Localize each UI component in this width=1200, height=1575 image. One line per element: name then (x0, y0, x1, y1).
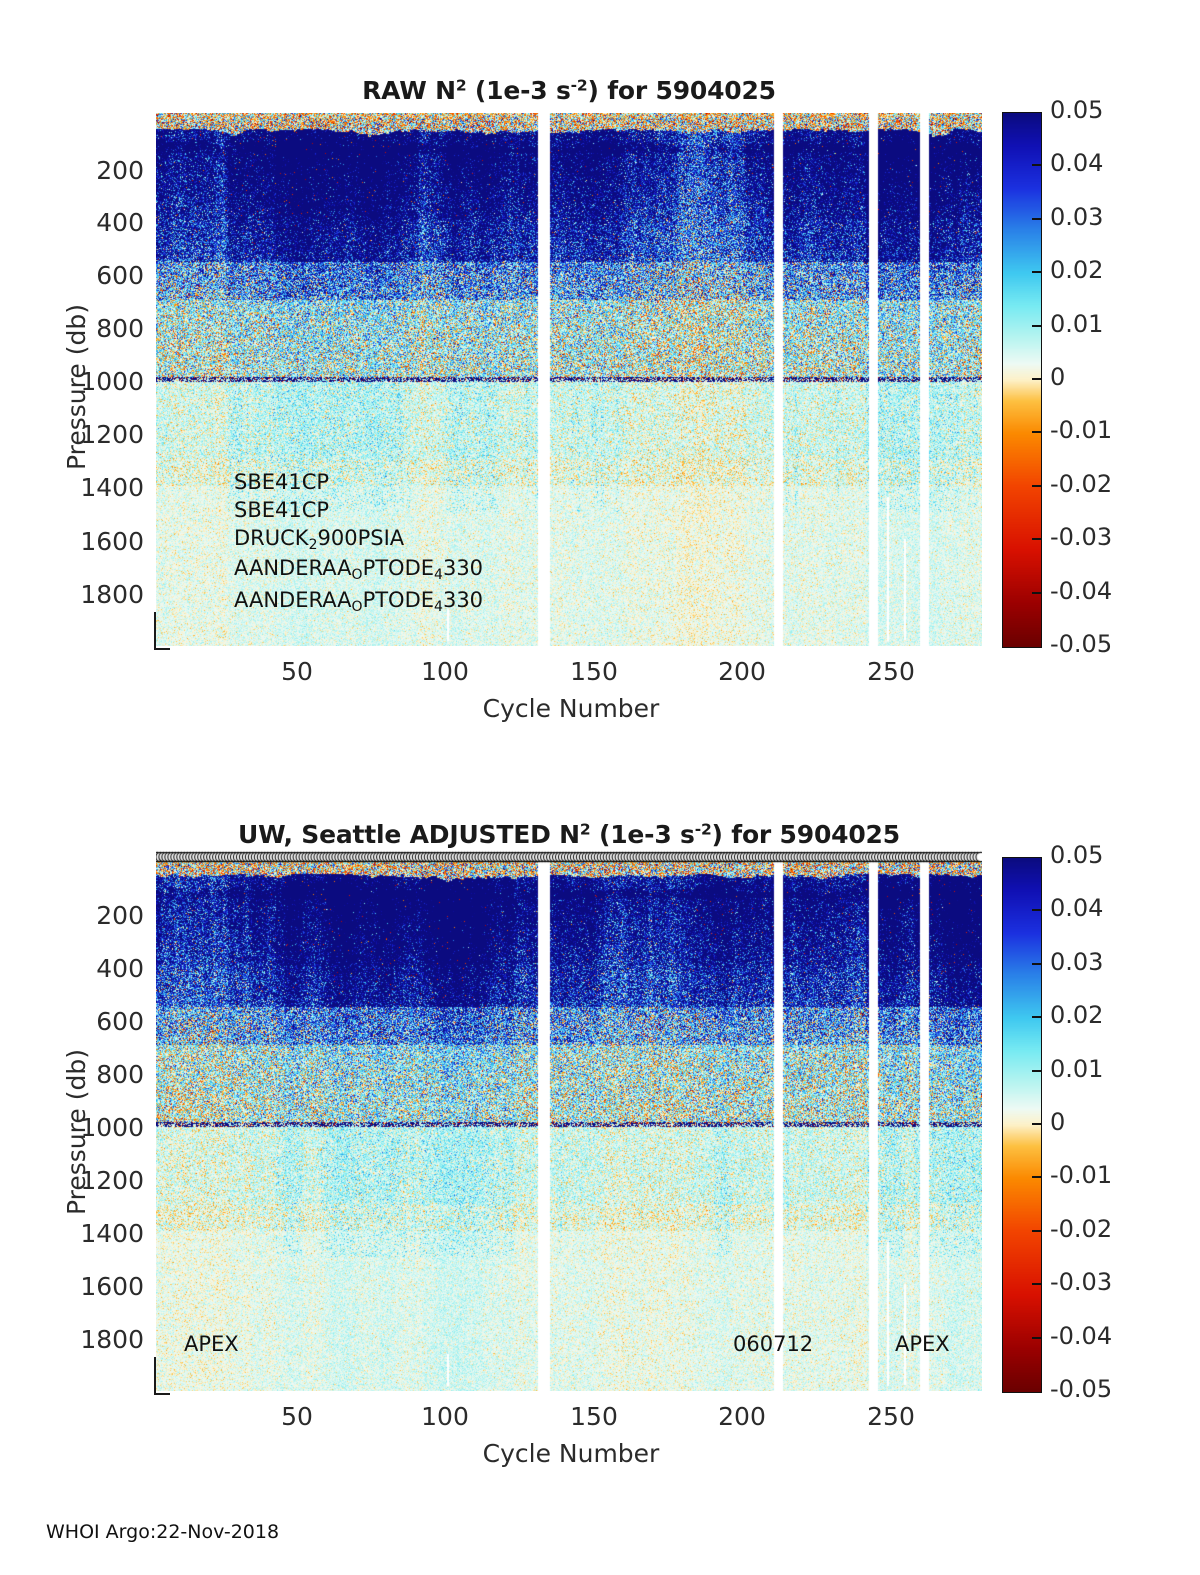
ytick-raw-600: 600 (96, 261, 144, 290)
ytick-raw-1600: 1600 (80, 527, 144, 556)
panel-raw: RAW N2 (1e-3 s-2) for 5904025 Pressure (… (0, 0, 1200, 760)
colorbar-tick (1032, 1336, 1042, 1339)
ytick-raw-200: 200 (96, 156, 144, 185)
xtick-adj-200: 200 (718, 1402, 766, 1431)
ytick-raw-1800: 1800 (80, 580, 144, 609)
colorbar-tick-label: -0.01 (1050, 1161, 1113, 1190)
colorbar-tick-label: 0.02 (1050, 256, 1104, 285)
annotation-float-type-right: APEX (895, 1332, 950, 1356)
annotation-sensor-oxy-1: AANDERAAOPTODE4330 (234, 556, 484, 583)
colorbar-tick (1032, 1016, 1042, 1019)
heatmap-adjusted (156, 858, 982, 1391)
xtick-raw-150: 150 (570, 657, 618, 686)
xtick-raw-100: 100 (421, 657, 469, 686)
panel-raw-title: RAW N2 (1e-3 s-2) for 5904025 (362, 76, 776, 105)
ytick-adj-800: 800 (96, 1060, 144, 1089)
panel-adjusted: UW, Seattle ADJUSTED N2 (1e-3 s-2) for 5… (0, 760, 1200, 1520)
colorbar-tick-label: -0.05 (1050, 1375, 1113, 1403)
annotation-sensor-oxy-2: AANDERAAOPTODE4330 (234, 588, 484, 615)
ytick-adj-1000: 1000 (80, 1113, 144, 1142)
colorbar-tick (1032, 164, 1042, 167)
annotation-sensor-ctd-2: SBE41CP (234, 498, 330, 522)
colorbar-tick-label: -0.05 (1050, 630, 1113, 658)
ytick-raw-400: 400 (96, 208, 144, 237)
colorbar-tick (1032, 324, 1042, 327)
colorbar-tick (1032, 271, 1042, 274)
colorbar-tick-label: -0.03 (1050, 523, 1113, 552)
axis-bracket-adjusted (154, 1357, 170, 1395)
colorbar-tick-label: 0 (1050, 1108, 1066, 1136)
colorbar-tick (1032, 1283, 1042, 1286)
heatmap-raw (156, 113, 982, 646)
xtick-adj-250: 250 (867, 1402, 915, 1431)
xtick-adj-100: 100 (421, 1402, 469, 1431)
ytick-adj-1800: 1800 (80, 1325, 144, 1354)
axis-bracket-raw (154, 612, 170, 650)
colorbar-tick (1032, 1069, 1042, 1072)
ytick-adj-1600: 1600 (80, 1272, 144, 1301)
colorbar-tick (1032, 1123, 1042, 1125)
colorbar-tick-label: 0.04 (1050, 149, 1104, 178)
ytick-raw-800: 800 (96, 314, 144, 343)
colorbar-tick (1032, 431, 1042, 434)
annotation-float-type-left: APEX (184, 1332, 239, 1356)
ytick-adj-200: 200 (96, 901, 144, 930)
x-axis-label-adjusted: Cycle Number (482, 1439, 660, 1468)
colorbar-tick-label: 0.01 (1050, 309, 1104, 338)
ytick-adj-600: 600 (96, 1007, 144, 1036)
colorbar-tick-label: 0.05 (1050, 96, 1104, 124)
colorbar-raw (1002, 112, 1042, 648)
colorbar-tick (1032, 962, 1042, 965)
annotation-sensor-ctd-1: SBE41CP (234, 470, 330, 494)
cycle-marker-row (156, 848, 982, 866)
ytick-raw-1400: 1400 (80, 473, 144, 502)
ytick-raw-1200: 1200 (80, 420, 144, 449)
colorbar-tick-label: 0 (1050, 363, 1066, 391)
colorbar-tick-label: -0.02 (1050, 469, 1113, 498)
xtick-adj-50: 50 (281, 1402, 313, 1431)
figure-footer: WHOI Argo:22-Nov-2018 (46, 1521, 280, 1543)
ytick-adj-1400: 1400 (80, 1219, 144, 1248)
colorbar-tick-label: -0.03 (1050, 1268, 1113, 1297)
colorbar-tick-label: 0.05 (1050, 841, 1104, 869)
panel-adjusted-title: UW, Seattle ADJUSTED N2 (1e-3 s-2) for 5… (238, 820, 900, 849)
xtick-raw-50: 50 (281, 657, 313, 686)
xtick-raw-200: 200 (718, 657, 766, 686)
annotation-float-serial: 060712 (733, 1332, 814, 1356)
xtick-raw-250: 250 (867, 657, 915, 686)
colorbar-tick (1032, 1176, 1042, 1179)
colorbar-adjusted (1002, 857, 1042, 1393)
xtick-adj-150: 150 (570, 1402, 618, 1431)
colorbar-tick (1032, 591, 1042, 594)
colorbar-tick (1032, 378, 1042, 380)
colorbar-tick (1032, 217, 1042, 220)
ytick-adj-1200: 1200 (80, 1166, 144, 1195)
colorbar-tick-label: -0.02 (1050, 1214, 1113, 1243)
colorbar-tick-label: 0.01 (1050, 1054, 1104, 1083)
colorbar-tick (1032, 538, 1042, 541)
colorbar-tick (1032, 1229, 1042, 1232)
colorbar-tick-label: 0.04 (1050, 894, 1104, 923)
ytick-raw-1000: 1000 (80, 367, 144, 396)
colorbar-tick-label: -0.04 (1050, 1321, 1113, 1350)
colorbar-tick-label: -0.01 (1050, 416, 1113, 445)
colorbar-tick-label: 0.03 (1050, 947, 1104, 976)
ytick-adj-400: 400 (96, 954, 144, 983)
colorbar-tick-label: 0.03 (1050, 202, 1104, 231)
colorbar-tick (1032, 484, 1042, 487)
annotation-sensor-druck: DRUCK2900PSIA (234, 526, 405, 553)
x-axis-label-raw: Cycle Number (482, 694, 660, 723)
colorbar-tick-label: 0.02 (1050, 1001, 1104, 1030)
colorbar-tick (1032, 909, 1042, 912)
colorbar-tick-label: -0.04 (1050, 576, 1113, 605)
